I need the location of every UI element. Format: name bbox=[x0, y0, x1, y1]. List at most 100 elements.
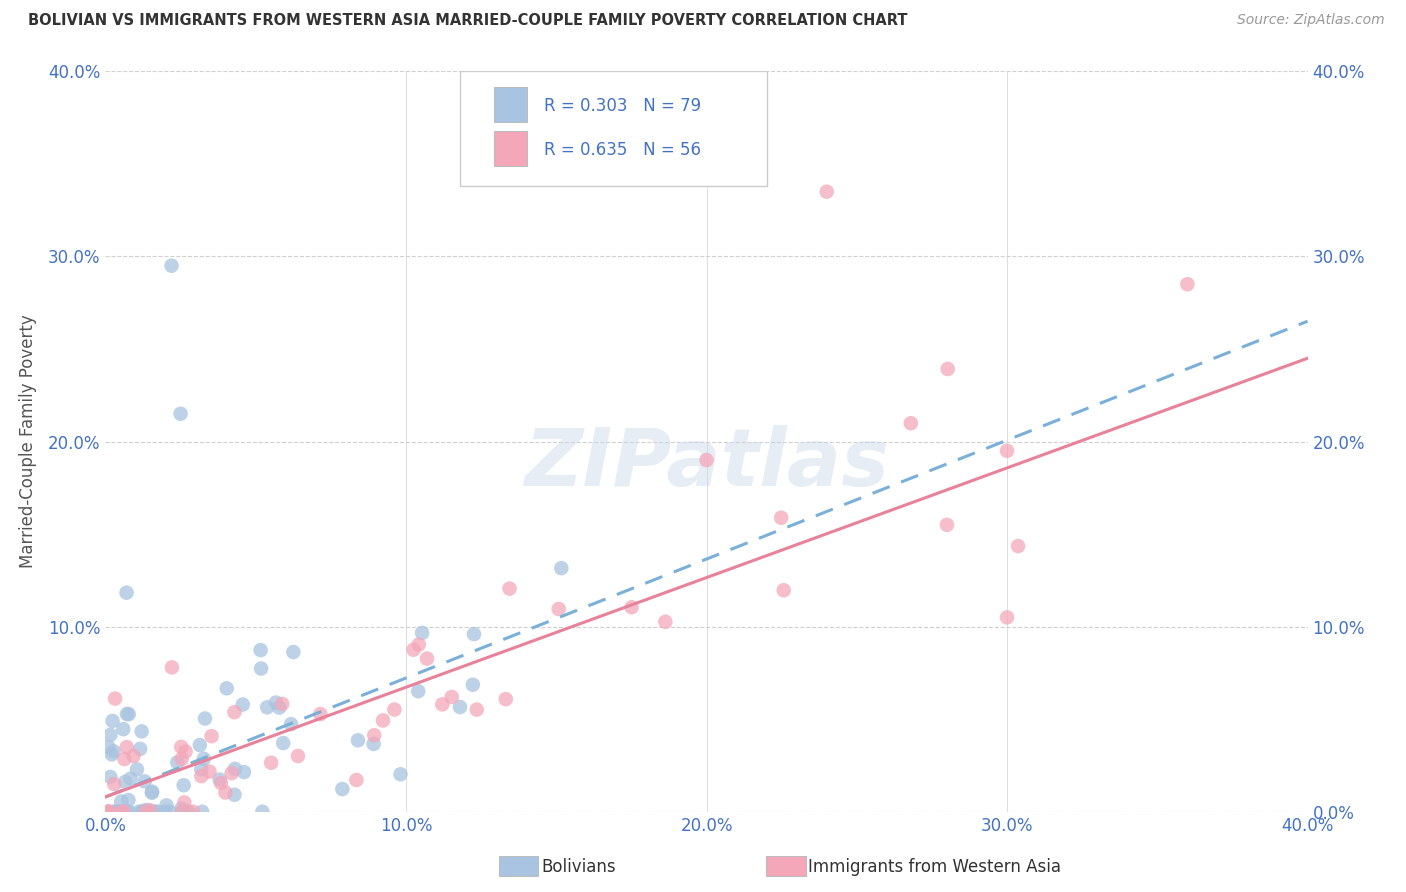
Point bbox=[371, 714, 394, 728]
Point bbox=[159, 805, 181, 819]
Point bbox=[449, 700, 471, 714]
Point bbox=[389, 767, 412, 781]
Point bbox=[495, 692, 517, 706]
Point bbox=[654, 615, 676, 629]
Point bbox=[463, 627, 485, 641]
Point bbox=[309, 707, 332, 722]
Point bbox=[250, 661, 273, 675]
Point bbox=[115, 740, 138, 755]
Point bbox=[224, 705, 246, 719]
Point bbox=[117, 793, 139, 807]
Point bbox=[408, 638, 430, 652]
Point bbox=[461, 678, 484, 692]
Point bbox=[200, 729, 222, 743]
Point bbox=[112, 722, 135, 736]
Point bbox=[900, 416, 922, 430]
Point bbox=[465, 702, 488, 716]
Point bbox=[252, 805, 274, 819]
Point bbox=[188, 738, 211, 752]
Point bbox=[194, 712, 217, 726]
Point bbox=[1175, 277, 1198, 292]
Point bbox=[104, 691, 127, 706]
Point bbox=[177, 805, 200, 819]
Point bbox=[363, 728, 385, 742]
Point bbox=[170, 802, 193, 816]
Point bbox=[122, 749, 145, 764]
Point bbox=[221, 766, 243, 780]
Point bbox=[120, 772, 142, 786]
Text: R = 0.303   N = 79: R = 0.303 N = 79 bbox=[544, 96, 702, 115]
Point bbox=[103, 777, 125, 791]
Point bbox=[269, 700, 291, 714]
Point bbox=[118, 805, 141, 819]
Point bbox=[97, 739, 120, 754]
Point bbox=[232, 698, 254, 712]
Point bbox=[170, 752, 193, 766]
Point bbox=[98, 805, 121, 819]
Point bbox=[772, 583, 794, 598]
Point bbox=[153, 805, 176, 819]
Point bbox=[160, 259, 183, 273]
Point bbox=[193, 752, 215, 766]
Point bbox=[190, 769, 212, 783]
Point bbox=[271, 736, 294, 750]
Point bbox=[141, 786, 163, 800]
Point bbox=[224, 762, 246, 776]
Point bbox=[249, 643, 271, 657]
FancyBboxPatch shape bbox=[494, 87, 527, 121]
Point bbox=[363, 737, 385, 751]
Point bbox=[108, 805, 131, 819]
Point bbox=[173, 796, 195, 810]
Point bbox=[115, 805, 138, 819]
Point bbox=[936, 362, 959, 376]
Point bbox=[174, 745, 197, 759]
Point bbox=[166, 756, 188, 770]
Point bbox=[384, 702, 406, 716]
Point bbox=[141, 784, 163, 798]
Point bbox=[128, 805, 150, 819]
Point bbox=[208, 772, 231, 787]
Point bbox=[172, 805, 194, 819]
Point bbox=[134, 774, 156, 789]
Point bbox=[132, 805, 155, 819]
Point bbox=[344, 772, 367, 787]
Point bbox=[224, 788, 246, 802]
Point bbox=[135, 803, 157, 817]
Point bbox=[347, 733, 370, 747]
Point bbox=[112, 805, 135, 819]
Point bbox=[101, 714, 124, 728]
Point bbox=[547, 602, 569, 616]
Point bbox=[264, 696, 287, 710]
Point bbox=[97, 805, 120, 819]
Point bbox=[129, 742, 152, 756]
Point bbox=[112, 805, 135, 819]
Point bbox=[143, 805, 166, 819]
Point bbox=[131, 724, 153, 739]
Point bbox=[115, 585, 138, 599]
Point bbox=[214, 785, 236, 799]
Point bbox=[110, 805, 132, 819]
Point bbox=[215, 681, 238, 696]
Point bbox=[191, 805, 214, 819]
Point bbox=[125, 763, 148, 777]
Point bbox=[233, 765, 256, 780]
Point bbox=[209, 776, 232, 790]
Point bbox=[181, 805, 204, 819]
Point bbox=[111, 805, 134, 819]
Text: Immigrants from Western Asia: Immigrants from Western Asia bbox=[808, 858, 1062, 876]
Point bbox=[160, 660, 183, 674]
Point bbox=[330, 782, 353, 797]
Point bbox=[280, 717, 302, 731]
Point bbox=[1007, 539, 1029, 553]
Point bbox=[114, 752, 136, 766]
FancyBboxPatch shape bbox=[494, 131, 527, 166]
Point bbox=[100, 728, 122, 742]
Point bbox=[97, 805, 120, 819]
Point bbox=[98, 770, 121, 784]
Point bbox=[416, 651, 439, 665]
Point bbox=[411, 626, 433, 640]
Point bbox=[402, 642, 425, 657]
Point bbox=[139, 804, 162, 818]
Point bbox=[432, 698, 454, 712]
Point bbox=[172, 805, 194, 819]
